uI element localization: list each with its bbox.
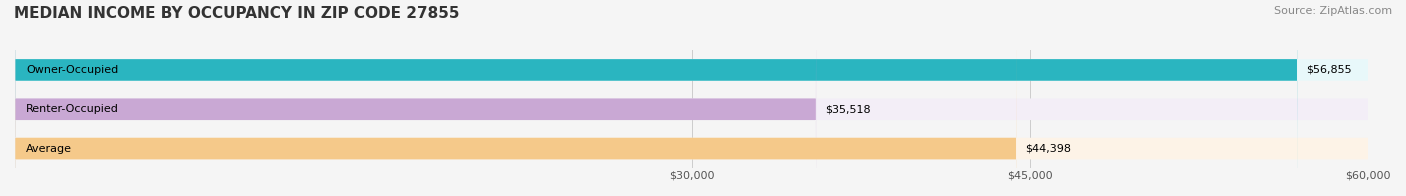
- Text: MEDIAN INCOME BY OCCUPANCY IN ZIP CODE 27855: MEDIAN INCOME BY OCCUPANCY IN ZIP CODE 2…: [14, 6, 460, 21]
- Text: $56,855: $56,855: [1306, 65, 1353, 75]
- Text: $44,398: $44,398: [1025, 143, 1071, 153]
- FancyBboxPatch shape: [15, 0, 1017, 196]
- Text: Source: ZipAtlas.com: Source: ZipAtlas.com: [1274, 6, 1392, 16]
- FancyBboxPatch shape: [15, 0, 1368, 196]
- FancyBboxPatch shape: [15, 0, 1368, 196]
- Text: $35,518: $35,518: [825, 104, 870, 114]
- Text: Average: Average: [27, 143, 72, 153]
- FancyBboxPatch shape: [15, 0, 815, 196]
- Text: Renter-Occupied: Renter-Occupied: [27, 104, 120, 114]
- Text: Owner-Occupied: Owner-Occupied: [27, 65, 118, 75]
- FancyBboxPatch shape: [15, 0, 1368, 196]
- FancyBboxPatch shape: [15, 0, 1298, 196]
